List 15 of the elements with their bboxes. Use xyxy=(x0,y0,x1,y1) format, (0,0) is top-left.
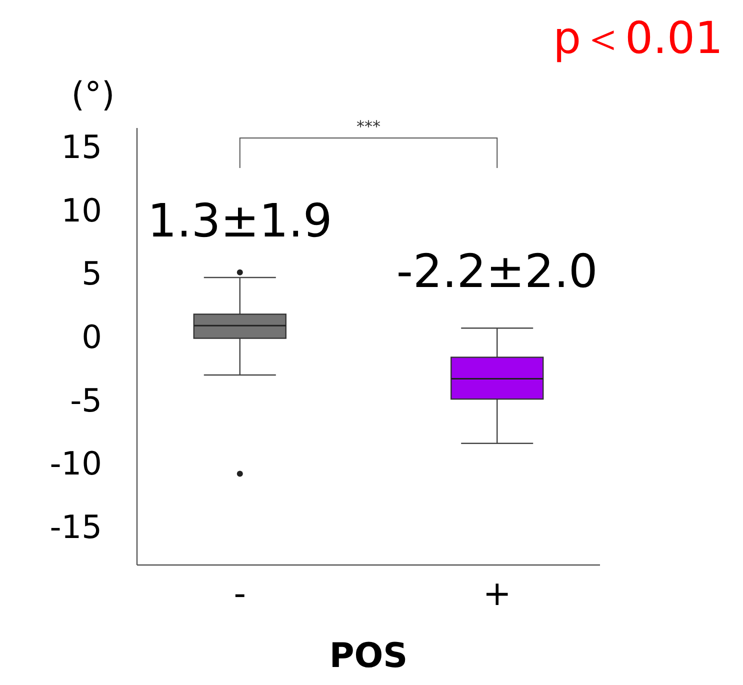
annotation: 1.3±1.9 xyxy=(147,193,332,248)
y-tick-label: 10 xyxy=(61,191,102,230)
y-axis-title: (°) xyxy=(71,75,115,115)
text: p＜0.01 xyxy=(553,13,723,64)
y-tick-label: -5 xyxy=(70,381,102,420)
y-tick-label: -10 xyxy=(50,444,102,483)
annotation: -2.2±2.0 xyxy=(396,244,598,298)
x-tick-label: + xyxy=(482,574,512,614)
y-tick-label: -15 xyxy=(50,508,102,546)
x-tick-label: - xyxy=(234,574,246,614)
y-tick-label: 0 xyxy=(82,318,102,356)
y-tick-label: 15 xyxy=(61,128,102,166)
y-tick-label: 5 xyxy=(82,254,102,293)
x-axis-title: POS xyxy=(329,636,408,676)
annotation: *** xyxy=(356,117,380,136)
